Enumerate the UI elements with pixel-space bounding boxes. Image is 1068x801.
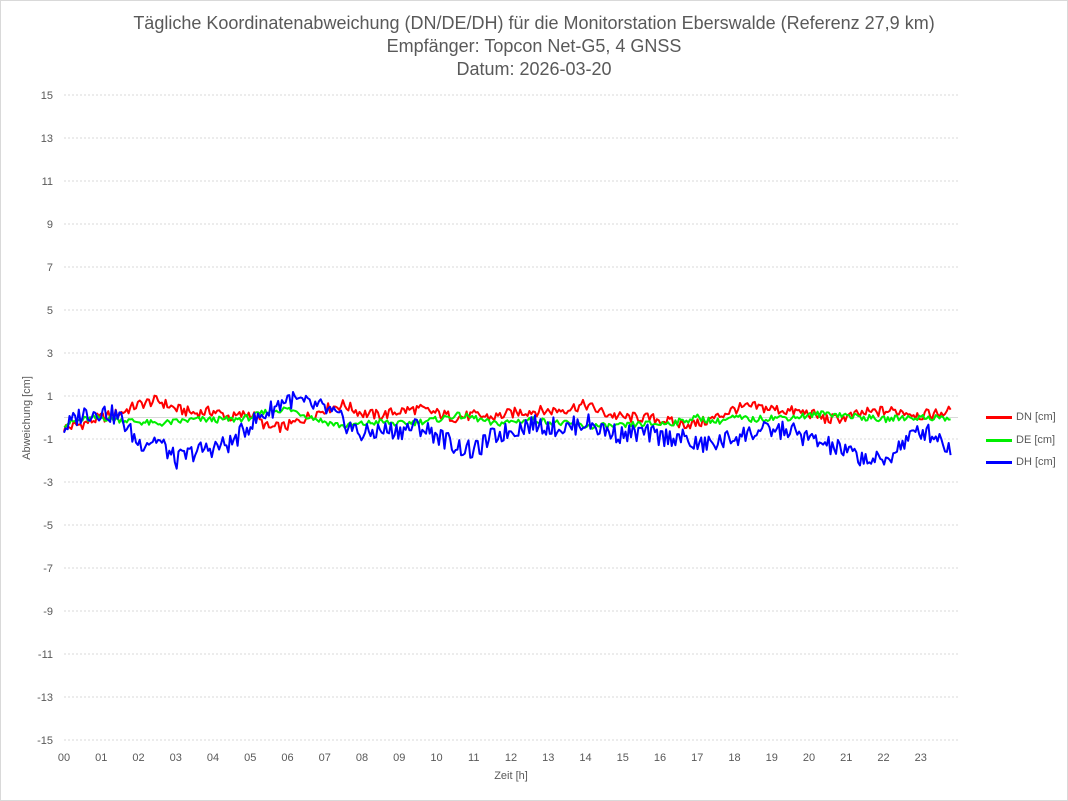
y-tick-label: -9 <box>43 606 53 618</box>
y-tick-label: -15 <box>37 735 53 747</box>
legend-label-dh: DH [cm] <box>1016 456 1056 468</box>
x-tick-label: 19 <box>766 752 778 764</box>
legend-swatch-dh <box>986 460 1012 464</box>
x-tick-label: 01 <box>95 752 107 764</box>
series-line-de <box>63 406 951 431</box>
x-tick-label: 02 <box>132 752 144 764</box>
chart-title-line-2: Empfänger: Topcon Net-G5, 4 GNSS <box>386 36 682 56</box>
y-tick-label: -7 <box>43 563 53 575</box>
x-tick-label: 23 <box>915 752 927 764</box>
legend-item-dn: DN [cm] <box>986 410 1056 424</box>
x-tick-label: 20 <box>803 752 815 764</box>
x-axis-label: Zeit [h] <box>494 770 528 782</box>
x-tick-label: 15 <box>617 752 629 764</box>
x-tick-label: 18 <box>728 752 740 764</box>
legend-item-dh: DH [cm] <box>986 455 1056 469</box>
chart-title-line-3: Datum: 2026-03-20 <box>456 59 612 79</box>
y-axis-label: Abweichung [cm] <box>21 376 33 460</box>
x-tick-label: 17 <box>691 752 703 764</box>
legend-swatch-dn <box>986 415 1012 419</box>
y-tick-label: 9 <box>47 219 53 231</box>
x-tick-label: 11 <box>468 752 479 764</box>
y-tick-label: -5 <box>43 520 53 532</box>
y-tick-label: 1 <box>47 391 53 403</box>
x-tick-label: 00 <box>58 752 70 764</box>
y-tick-label: 13 <box>41 133 53 145</box>
x-tick-label: 04 <box>207 752 219 764</box>
x-tick-label: 07 <box>319 752 331 764</box>
x-tick-label: 03 <box>170 752 182 764</box>
y-tick-label: 15 <box>41 90 53 102</box>
x-tick-label: 05 <box>244 752 256 764</box>
x-tick-label: 14 <box>579 752 591 764</box>
chart-title-line-1: Tägliche Koordinatenabweichung (DN/DE/DH… <box>133 13 935 33</box>
y-tick-label: 11 <box>42 176 53 188</box>
x-tick-label: 09 <box>393 752 405 764</box>
series-line-dh <box>63 391 952 470</box>
y-tick-label: -3 <box>43 477 53 489</box>
y-tick-label: -11 <box>38 649 53 661</box>
x-tick-label: 13 <box>542 752 554 764</box>
x-tick-label: 16 <box>654 752 666 764</box>
y-tick-label: -1 <box>43 434 53 446</box>
x-tick-label: 22 <box>877 752 889 764</box>
y-tick-label: 5 <box>47 305 53 317</box>
x-tick-label: 21 <box>840 752 852 764</box>
legend-label-dn: DN [cm] <box>1016 411 1056 423</box>
series-line-dn <box>63 394 952 433</box>
x-tick-label: 12 <box>505 752 517 764</box>
x-tick-label: 10 <box>430 752 442 764</box>
y-tick-label: -13 <box>37 692 53 704</box>
x-tick-label: 08 <box>356 752 368 764</box>
x-tick-labels: 00 01 02 03 04 05 06 07 08 09 10 11 12 13 14 15 16 17 18 19… <box>58 752 927 764</box>
y-tick-labels: 15 13 11 9 7 5 3 1 -1 -3 -5 -7 -9 -11 -13 -15 <box>37 90 53 747</box>
legend-swatch-de <box>986 438 1012 442</box>
legend-label-de: DE [cm] <box>1016 434 1056 446</box>
x-tick-label: 06 <box>281 752 293 764</box>
y-tick-label: 3 <box>47 348 53 360</box>
y-tick-label: 7 <box>47 262 53 274</box>
legend-item-de: DE [cm] <box>986 433 1055 447</box>
series-lines <box>63 391 952 470</box>
grid-lines <box>64 94 958 741</box>
